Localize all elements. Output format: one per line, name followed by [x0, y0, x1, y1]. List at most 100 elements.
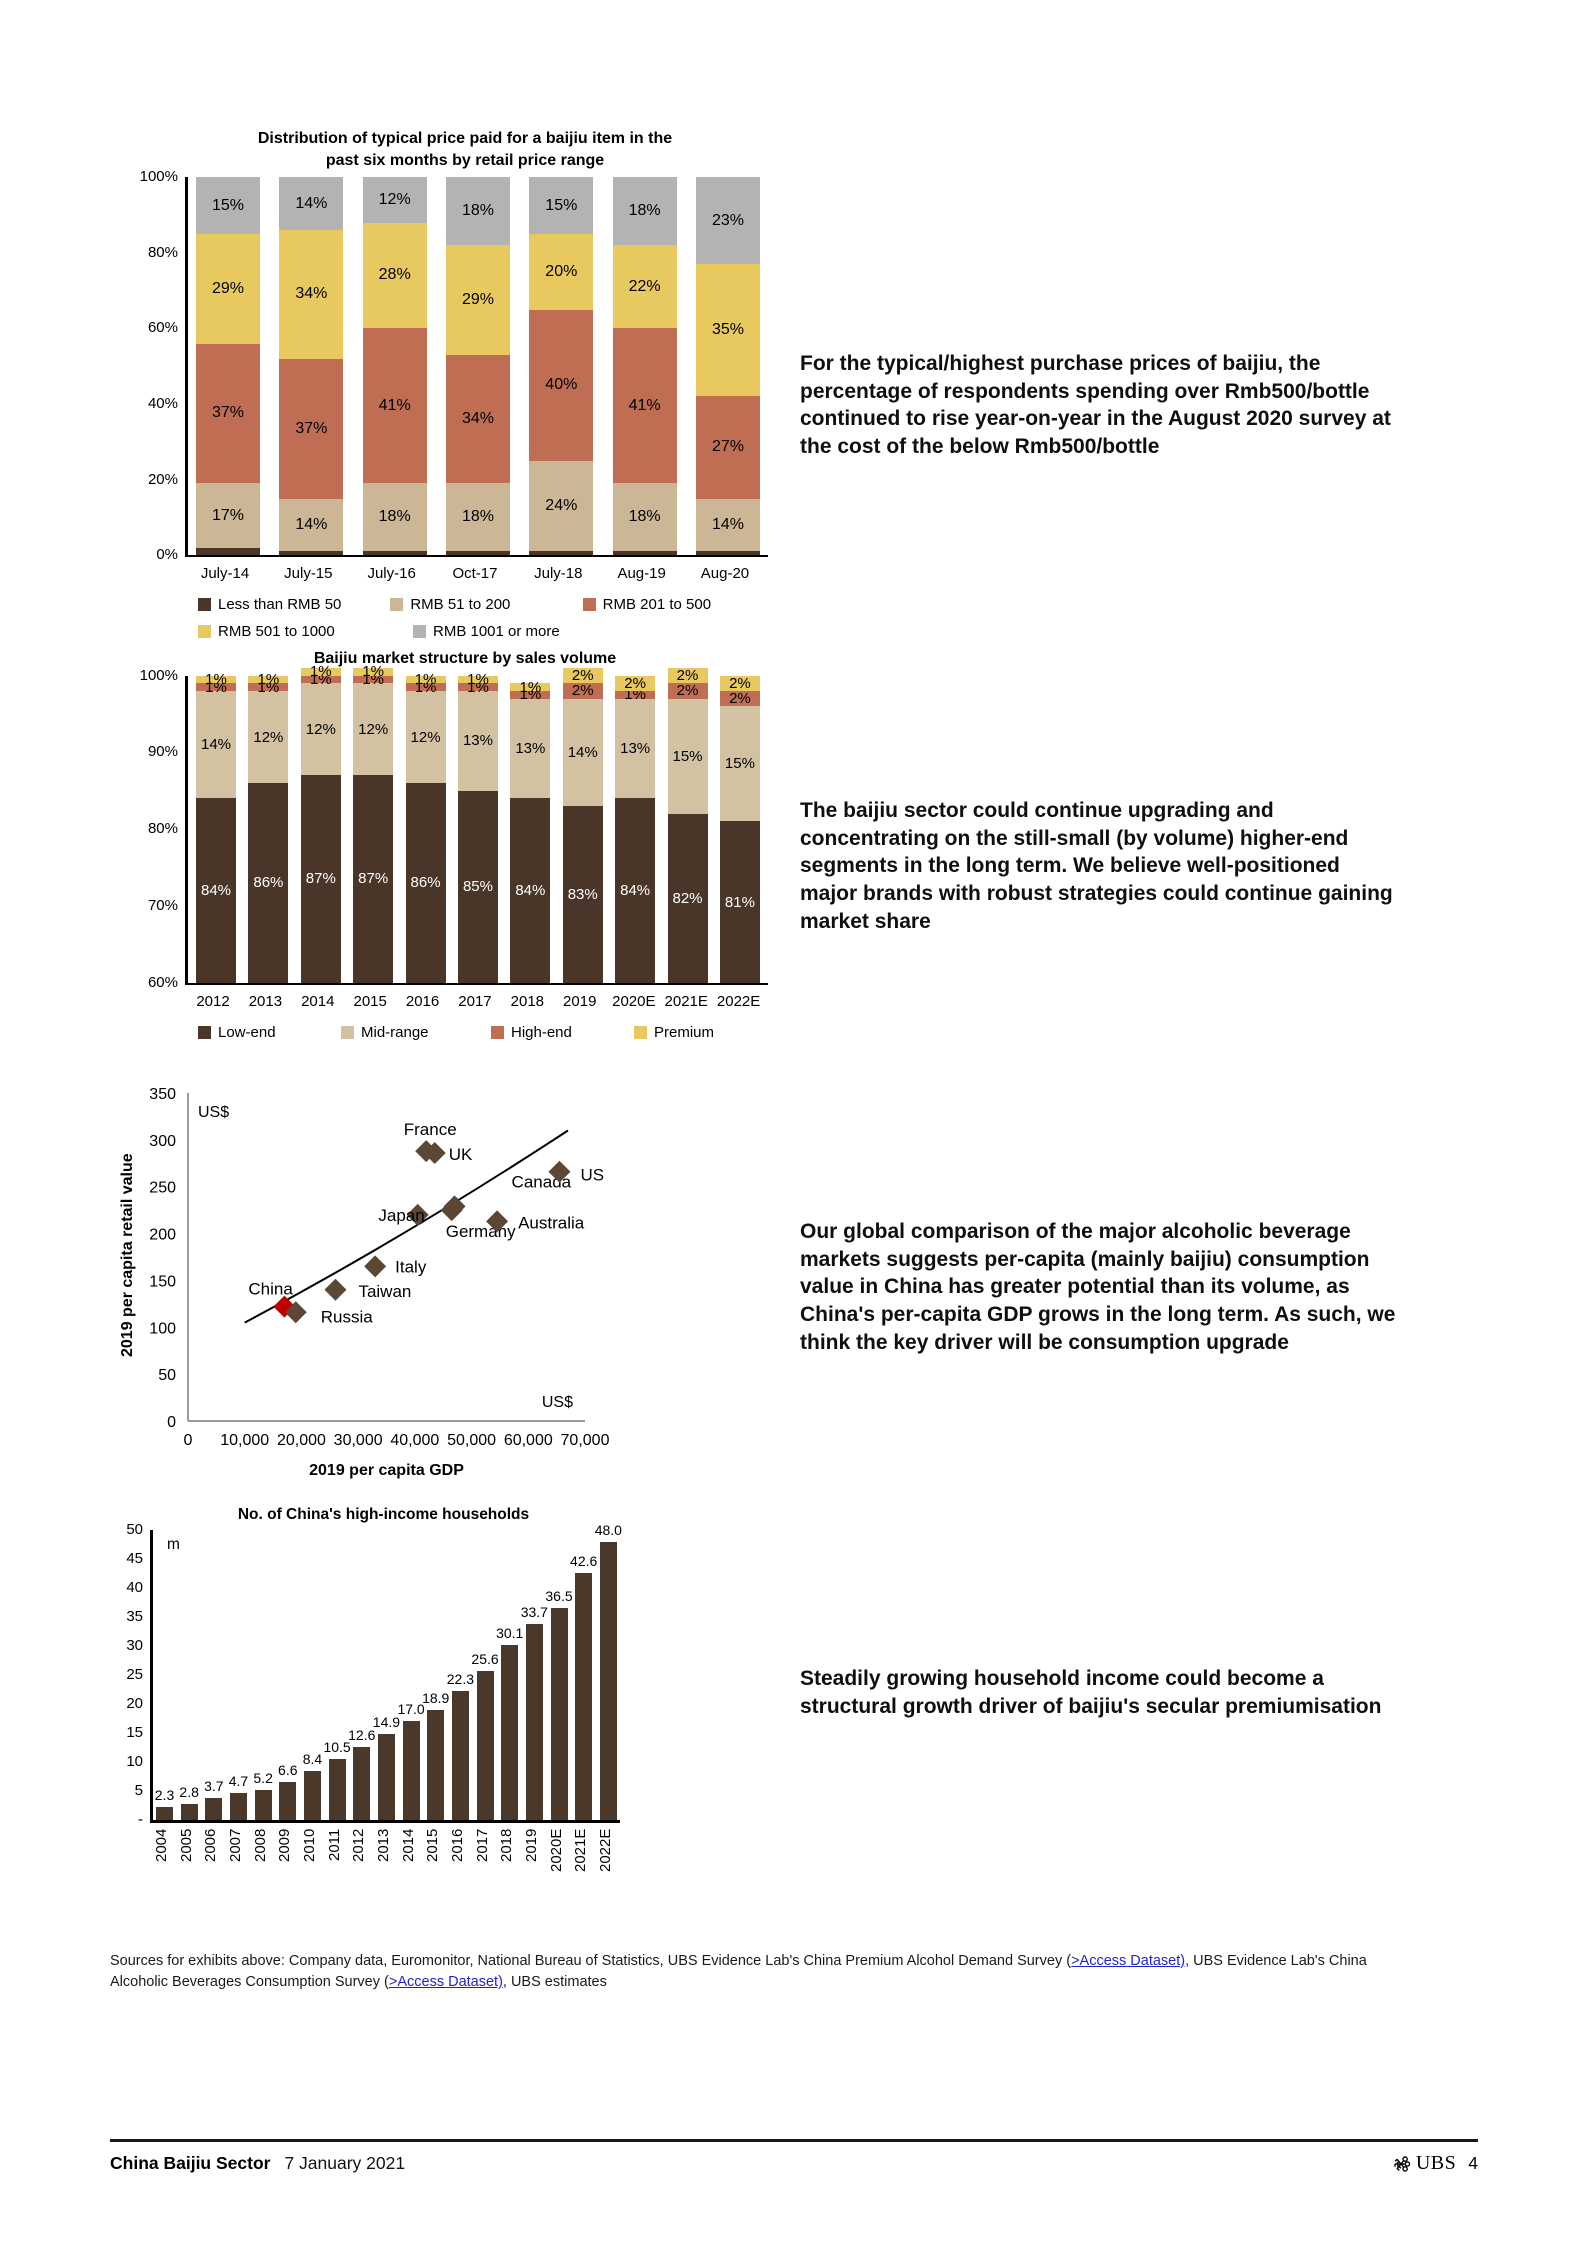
bar-segment: 34% — [445, 354, 510, 484]
bar-segment: 2% — [719, 675, 760, 692]
bar-segment: 14% — [695, 498, 760, 552]
legend-label: Mid-range — [361, 1023, 429, 1041]
bar-column: 14.9 — [373, 1530, 400, 1820]
segment-value-label: 13% — [515, 740, 546, 758]
segment-value-label: 1% — [257, 670, 280, 688]
y-axis-tick: 35 — [126, 1607, 143, 1625]
segment-value-label: 15% — [672, 747, 703, 765]
stacked-bar: 18% 34% 29% 18% — [445, 177, 510, 556]
segment-value-label: 18% — [628, 508, 661, 526]
bar-segment: 18% — [445, 483, 510, 552]
stacked-bar: 18% 41% 28% 12% — [362, 177, 427, 556]
point-label-taiwan: Taiwan — [358, 1282, 411, 1301]
segment-value-label: 1% — [467, 670, 489, 688]
x-axis-tick: 2008 — [251, 1828, 269, 1863]
bar-segment: 86% — [248, 783, 289, 983]
y-axis-tick: 10 — [126, 1752, 143, 1770]
segment-value-label: 1% — [519, 678, 542, 696]
bar-segment: 84% — [196, 798, 236, 983]
y-axis-tick: 45 — [126, 1549, 143, 1567]
x-axis-tick: 2005 — [177, 1828, 195, 1863]
bar-segment: 86% — [405, 783, 446, 983]
brand-wordmark: UBS — [1415, 2152, 1457, 2174]
access-dataset-link[interactable]: >Access Dataset) — [388, 1974, 503, 1991]
x-axis-tick: 2021E — [572, 1828, 590, 1873]
legend-label: Premium — [654, 1023, 715, 1041]
y-axis-tick: 350 — [149, 1086, 176, 1103]
bar — [427, 1710, 445, 1820]
access-dataset-link[interactable]: >Access Dataset), — [1071, 1952, 1190, 1969]
x-axis-tick: 50,000 — [447, 1432, 496, 1449]
chart-price-distribution: Distribution of typical price paid for a… — [110, 128, 775, 650]
commentary-households: Steadily growing household income could … — [800, 1667, 1382, 1718]
segment-value-label: 1% — [362, 663, 385, 681]
bar — [180, 1803, 198, 1820]
legend-item: Premium — [634, 1024, 754, 1041]
segment-value-label: 13% — [462, 732, 493, 750]
bar — [599, 1541, 617, 1820]
segment-value-label: 2% — [571, 667, 594, 685]
scatter-chart: 0 50 100 150 200 250 300 350 0 10,000 20,000 30,000… — [110, 1078, 800, 1503]
bar — [451, 1690, 469, 1820]
bar — [501, 1645, 519, 1820]
x-axis-labels: July-14 July-15 July-16 Oct-17 July-18 Aug-19… — [185, 565, 765, 582]
segment-value-label: 40% — [545, 376, 578, 394]
segment-value-label: 12% — [358, 720, 389, 738]
data-point-russia — [284, 1301, 307, 1324]
bar — [279, 1781, 297, 1820]
bar-segment: 29% — [445, 245, 510, 355]
x-axis-tick: 2017 — [458, 992, 492, 1010]
segment-value-label: 12% — [378, 190, 411, 208]
footer-rule — [110, 2139, 1478, 2142]
bar-column: 2.3 — [155, 1530, 174, 1820]
stacked-bar: 85% 13% 1% 1% — [457, 671, 498, 983]
unit-label: m — [167, 1535, 180, 1553]
bar-column: 12.6 — [348, 1530, 375, 1820]
bar — [476, 1671, 494, 1820]
footer: China Baijiu Sector 7 January 2021 UBS 4 — [110, 2152, 1478, 2175]
bar-segment: 15% — [719, 706, 760, 822]
segment-value-label: 1% — [309, 663, 332, 681]
legend-item: RMB 501 to 1000 — [198, 623, 413, 640]
segment-value-label: 12% — [305, 720, 336, 738]
bar-segment: 1% — [353, 663, 394, 680]
data-point-us — [548, 1160, 571, 1183]
segment-value-label: 18% — [378, 508, 411, 526]
unit-label: US$ — [542, 1394, 573, 1411]
legend-label: High-end — [511, 1023, 572, 1041]
point-label-australia: Australia — [518, 1213, 585, 1232]
legend-swatch — [582, 598, 596, 612]
stacked-bar: 83% 14% 2% 2% — [562, 667, 603, 983]
bar-segment: 41% — [612, 328, 677, 484]
y-axis-tick: 200 — [149, 1227, 176, 1244]
bar-segment: 84% — [510, 798, 551, 983]
chart-global-comparison: 0 50 100 150 200 250 300 350 0 10,000 20,000 30,000… — [110, 1078, 800, 1498]
x-axis-tick: 2021E — [664, 992, 708, 1010]
legend-swatch — [491, 1025, 504, 1039]
x-axis-tick: 2009 — [276, 1828, 294, 1863]
x-axis-tick: 40,000 — [390, 1432, 439, 1449]
stacked-bar: 14% 37% 34% 14% — [279, 177, 344, 556]
x-axis-tick: 60,000 — [504, 1432, 553, 1449]
bar-segment: 14% — [562, 698, 603, 807]
bar-segment: 41% — [362, 328, 427, 484]
bar-segment: 87% — [300, 775, 341, 983]
y-axis-title: 2019 per capita retail value — [119, 1153, 136, 1357]
y-axis-tick: 50 — [158, 1367, 176, 1384]
stacked-bar: 82% 15% 2% 2% — [667, 667, 708, 983]
x-axis-tick: 2007 — [226, 1828, 244, 1863]
x-axis-tick: 2019 — [563, 992, 597, 1010]
segment-value-label: 41% — [628, 396, 661, 414]
x-axis-tick: 2013 — [248, 992, 283, 1010]
stacked-bar: 17% 37% 29% 15% — [196, 177, 260, 556]
bar-segment: 28% — [362, 222, 427, 329]
report-section-title: China Baijiu Sector — [110, 2153, 271, 2173]
x-axis-tick: July-16 — [367, 565, 416, 583]
bar-value-label: 2.8 — [179, 1783, 199, 1800]
segment-value-label: 28% — [378, 266, 411, 284]
bar-segment: 37% — [279, 358, 344, 499]
chart-legend: Less than RMB 50 RMB 51 to 200 RMB 201 to … — [198, 596, 775, 640]
segment-value-label: 34% — [295, 285, 328, 303]
bar-segment: 81% — [719, 821, 760, 983]
bar-segment: 12% — [362, 177, 427, 223]
